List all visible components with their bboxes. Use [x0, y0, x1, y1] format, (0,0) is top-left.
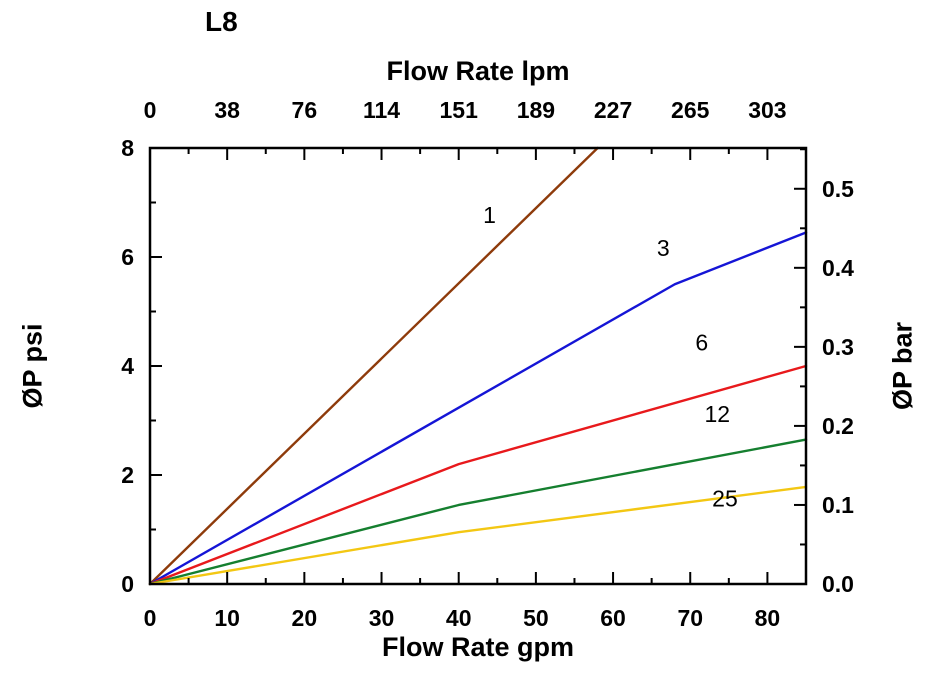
- series-label-3: 3: [657, 235, 670, 261]
- y-right-tick-label: 0.3: [822, 334, 854, 360]
- series-label-6: 6: [695, 330, 708, 356]
- x-bottom-tick-label: 60: [600, 605, 626, 631]
- y-right-tick-label: 0.2: [822, 413, 854, 439]
- y-right-tick-label: 0.5: [822, 176, 854, 202]
- x-top-tick-label: 38: [214, 97, 240, 123]
- y-right-tick-label: 0.0: [822, 571, 854, 597]
- x-top-tick-label: 189: [517, 97, 555, 123]
- y-right-tick-label: 0.4: [822, 255, 854, 281]
- x-top-tick-label: 265: [671, 97, 710, 123]
- y-left-tick-label: 6: [121, 244, 134, 270]
- y-left-tick-label: 8: [121, 135, 134, 161]
- bottom-axis-title: Flow Rate gpm: [381, 632, 574, 662]
- series-line-3: [148, 231, 808, 586]
- x-top-tick-label: 151: [440, 97, 479, 123]
- plot-border: [148, 146, 808, 586]
- series-label-1: 1: [483, 202, 496, 228]
- series-label-25: 25: [712, 486, 738, 512]
- y-right-tick-label: 0.1: [822, 492, 854, 518]
- x-top-tick-label: 76: [292, 97, 318, 123]
- y-left-tick-label: 4: [121, 353, 134, 379]
- chart-title: L8: [205, 6, 238, 37]
- x-bottom-tick-label: 70: [677, 605, 703, 631]
- x-bottom-tick-label: 0: [144, 605, 157, 631]
- top-axis-title: Flow Rate lpm: [386, 56, 570, 86]
- y-left-tick-label: 0: [121, 571, 134, 597]
- series-line-1: [148, 146, 599, 586]
- series-label-12: 12: [704, 401, 730, 427]
- series-line-6: [148, 364, 808, 586]
- x-bottom-tick-label: 80: [755, 605, 781, 631]
- x-bottom-tick-label: 30: [369, 605, 395, 631]
- x-bottom-tick-label: 10: [214, 605, 240, 631]
- y-left-tick-label: 2: [121, 462, 134, 488]
- x-bottom-tick-label: 20: [292, 605, 318, 631]
- series-line-25: [148, 485, 808, 586]
- x-top-tick-label: 303: [748, 97, 786, 123]
- x-top-tick-label: 227: [594, 97, 632, 123]
- x-top-tick-label: 114: [363, 97, 400, 123]
- series-line-12: [148, 438, 808, 586]
- x-top-tick-label: 0: [144, 97, 157, 123]
- x-bottom-tick-label: 40: [446, 605, 472, 631]
- x-bottom-tick-label: 50: [523, 605, 549, 631]
